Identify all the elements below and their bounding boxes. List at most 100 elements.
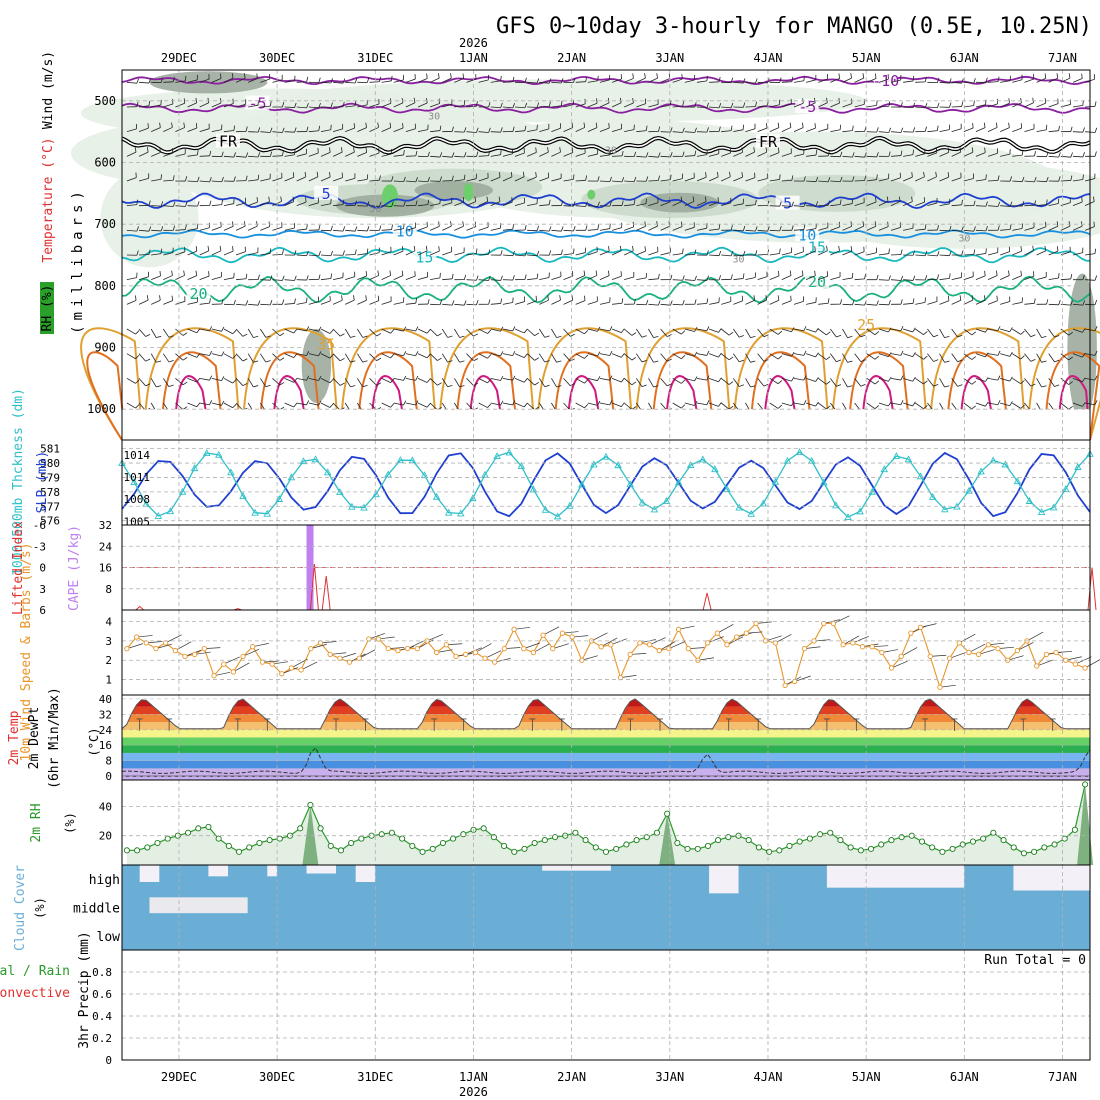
wind-barb-flag: [365, 270, 368, 277]
wind-barb: [429, 378, 442, 386]
wind10m-barb: [262, 660, 279, 663]
wind-barb: [818, 353, 831, 360]
wind-barb-flag: [706, 149, 708, 155]
wind-barb: [345, 100, 357, 108]
wind-barb: [878, 127, 891, 133]
wind-barb-shaft: [162, 353, 170, 363]
wind-barb-flag: [451, 152, 455, 158]
isotherm-label-bg-FR-0: [216, 133, 241, 148]
rh2m-point: [450, 835, 457, 842]
li-spike-2: [309, 563, 319, 611]
wind-barb: [429, 353, 442, 361]
wind-barb-flag: [900, 102, 903, 108]
wind10m-point: [182, 653, 188, 660]
wind-barb: [417, 151, 430, 158]
wind-barb: [199, 400, 213, 406]
wind-barb: [842, 73, 852, 83]
rh2m-point: [694, 845, 701, 852]
wind-barb: [575, 353, 589, 359]
wind-barb: [781, 327, 795, 333]
wind-barb: [1048, 353, 1060, 363]
wind-barb: [793, 375, 807, 381]
wind-barb-shaft: [781, 103, 792, 108]
wind-barb: [1012, 223, 1023, 231]
wind-barb: [890, 172, 901, 182]
wind-barb: [308, 125, 321, 133]
wind-barb-flag: [900, 275, 904, 281]
wind-barb-flag: [159, 147, 161, 153]
wind-barb-shaft: [963, 105, 974, 108]
wind-barb-shaft: [466, 131, 477, 133]
wind-barb-flag: [971, 405, 977, 410]
wind10m-point: [530, 649, 537, 656]
wind-barb: [878, 173, 890, 182]
wind10m-barb: [833, 615, 850, 624]
wind-barb: [878, 376, 892, 382]
rh2m-point: [684, 845, 691, 852]
wind-barb: [211, 351, 225, 357]
wind-barb: [854, 246, 865, 256]
wind-barb-shaft: [260, 253, 271, 256]
wind-barb-shaft: [393, 154, 404, 157]
wind-barb: [441, 378, 453, 388]
wind-barb: [793, 326, 807, 332]
wind-barb: [187, 201, 200, 207]
wind-barb-shaft: [709, 106, 720, 109]
wind-barb-shaft: [599, 275, 610, 281]
wind-barb: [611, 328, 625, 334]
wind-barb-flag: [632, 73, 634, 79]
li-ytick--3: -3: [33, 540, 46, 553]
wind-barb-shaft: [635, 353, 643, 363]
wind-barb-flag: [522, 171, 525, 177]
wind-barb-shaft: [915, 153, 926, 157]
bottom-date-label-3JAN: 3JAN: [655, 1070, 684, 1084]
wind-barb-flag: [584, 295, 586, 301]
wind-barb-flag: [439, 152, 443, 158]
wind-barb-flag: [1094, 326, 1098, 331]
wind-barb-flag: [197, 176, 200, 182]
top-date-label-3JAN: 3JAN: [655, 51, 684, 65]
wind-barb: [187, 149, 199, 157]
wind-barb-flag: [1070, 300, 1073, 306]
wind-barb-flag: [379, 201, 382, 207]
wind-barb-shaft: [175, 275, 185, 281]
wind-barb-flag: [924, 103, 928, 109]
wind-barb: [333, 272, 344, 281]
wind-barb: [1036, 328, 1047, 339]
wind-barb: [466, 353, 479, 362]
diurnal-loop-5-0: [634, 327, 733, 441]
wind-barb-shaft: [1048, 277, 1059, 281]
wind-barb-flag: [633, 176, 637, 182]
wind-barb-flag: [376, 357, 382, 361]
wind-barb: [308, 171, 319, 182]
wind-barb-flag: [836, 334, 842, 338]
wind-barb: [211, 245, 222, 256]
wind-barb: [733, 378, 744, 387]
wind-barb: [187, 270, 198, 281]
wind-barb-shaft: [975, 275, 986, 281]
wind-barb: [1000, 351, 1013, 357]
wind-barb: [672, 275, 685, 281]
wind-barb: [720, 378, 734, 385]
wind-barb: [611, 245, 622, 256]
wind-barb-flag: [318, 224, 321, 231]
rh2m-area: [126, 784, 1086, 865]
wind10m-point: [927, 653, 933, 660]
wind-barb: [684, 275, 697, 281]
wind-barb-shaft: [526, 353, 535, 361]
wind-barb-shaft: [672, 353, 682, 360]
wind-barb-shaft: [951, 299, 961, 305]
wind-barb: [902, 196, 913, 207]
rh2m-point: [1010, 844, 1017, 851]
wind-barb-shaft: [332, 328, 341, 337]
wind-barb-flag: [718, 275, 721, 281]
wind-barb-shaft: [721, 106, 732, 109]
wind-barb-flag: [350, 385, 356, 388]
wind-barb: [1024, 328, 1036, 338]
below-surface-band: [122, 409, 1090, 440]
wind10m-barb: [542, 626, 560, 636]
wind-barb: [320, 124, 332, 133]
wind-barb-shaft: [975, 253, 986, 256]
wind-barb-shaft: [260, 178, 271, 182]
wind-barb-shaft: [987, 300, 998, 305]
